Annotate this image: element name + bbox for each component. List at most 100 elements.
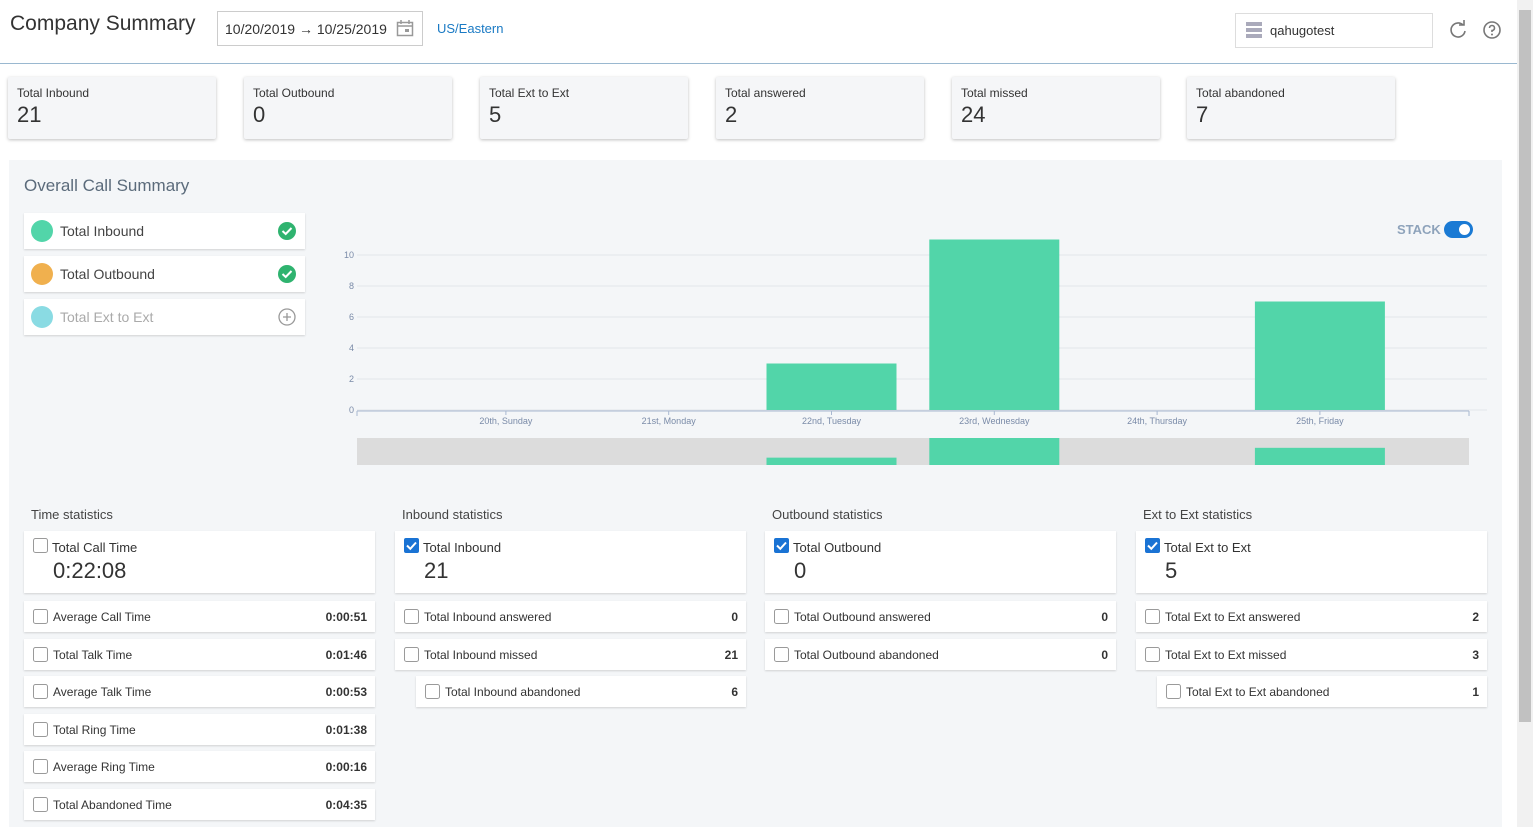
- calendar-icon[interactable]: [396, 19, 414, 37]
- icon-check: [281, 227, 293, 236]
- stats-row-label: Total Inbound abandoned: [445, 685, 581, 699]
- icon-plus: [283, 313, 291, 321]
- legend-check[interactable]: [277, 264, 297, 284]
- account-name[interactable]: qahugotest: [1270, 23, 1335, 38]
- stats-title: Time statistics: [31, 507, 113, 522]
- legend-item[interactable]: [24, 256, 305, 292]
- stats-row: [416, 676, 746, 707]
- stats-row-value: 0: [1101, 647, 1108, 662]
- account-selector[interactable]: [1235, 13, 1433, 48]
- checkbox[interactable]: [33, 646, 48, 662]
- checkbox[interactable]: [33, 684, 48, 699]
- stats-row-label: Total Ext to Ext missed: [1165, 647, 1287, 662]
- stats-row: [395, 638, 746, 670]
- x-tick-label: 21st, Monday: [642, 416, 697, 426]
- stats-row-label: Average Call Time: [53, 610, 151, 624]
- checkbox[interactable]: [404, 538, 419, 553]
- checkbox[interactable]: [1145, 538, 1160, 553]
- checkbox[interactable]: [1166, 684, 1181, 699]
- legend-swatch: [31, 220, 53, 242]
- legend-label[interactable]: Total Outbound: [60, 266, 155, 282]
- stats-row: [24, 601, 375, 632]
- checkbox-box: [404, 609, 419, 624]
- icon-check: [281, 270, 293, 279]
- stats-row-label: Total Ring Time: [53, 722, 136, 737]
- summary-card: [1187, 77, 1395, 139]
- checkbox[interactable]: [33, 796, 48, 812]
- stats-row-label: Total Inbound missed: [424, 647, 538, 662]
- checkmark: [776, 541, 787, 551]
- checkbox[interactable]: [404, 609, 419, 624]
- stats-row-value: 0:01:38: [325, 722, 367, 737]
- legend-label[interactable]: Total Inbound: [60, 223, 145, 239]
- stats-row-label: Total Inbound answered: [424, 610, 552, 624]
- stack-label: STACK: [1397, 222, 1441, 237]
- checkbox-box: [774, 646, 789, 662]
- checkbox[interactable]: [33, 538, 48, 553]
- stats-row-label: Total Outbound answered: [794, 610, 931, 624]
- stats-row-value: 21: [724, 647, 738, 662]
- date-range[interactable]: 10/20/2019 → 10/25/2019: [225, 21, 387, 37]
- checkbox-box: [33, 646, 48, 662]
- timezone-link[interactable]: US/Eastern: [437, 21, 504, 36]
- checkbox[interactable]: [33, 609, 48, 624]
- x-tick-label: 22nd, Tuesday: [802, 416, 862, 426]
- stats-main-label: Total Inbound: [423, 540, 502, 555]
- checkbox[interactable]: [774, 646, 789, 662]
- date-range-picker[interactable]: [217, 11, 423, 46]
- stats-main-label: Total Outbound: [793, 540, 882, 555]
- x-tick-label: 20th, Sunday: [479, 416, 533, 426]
- stats-row-value: 0:04:35: [325, 797, 367, 812]
- stats-row: [24, 676, 375, 707]
- summary-card: [952, 77, 1160, 139]
- stats-row-label: Total Ext to Ext abandoned: [1186, 685, 1330, 699]
- stats-row-value: 2: [1472, 610, 1479, 624]
- bar: [766, 363, 897, 410]
- header-divider: [0, 63, 1517, 64]
- stats-row-value: 6: [731, 685, 738, 699]
- scrollbar-thumb[interactable]: [1519, 10, 1531, 722]
- stats-row: [24, 788, 375, 820]
- card-value: 2: [725, 102, 738, 127]
- stats-row-value: 1: [1472, 685, 1479, 699]
- checkbox[interactable]: [774, 538, 789, 553]
- stats-row-label: Total Ext to Ext answered: [1165, 610, 1301, 624]
- checkbox-box: [33, 759, 48, 774]
- bar: [1254, 301, 1385, 410]
- checkbox-box: [1166, 684, 1181, 699]
- legend-item[interactable]: [24, 213, 305, 249]
- checkbox[interactable]: [33, 721, 48, 737]
- checkbox-box: [774, 609, 789, 624]
- stack-toggle[interactable]: [1444, 221, 1473, 238]
- refresh-button[interactable]: [1448, 20, 1468, 40]
- checkbox[interactable]: [1145, 609, 1160, 624]
- summary-card: [716, 77, 924, 139]
- stats-row-label: Average Talk Time: [53, 685, 152, 699]
- card-label: Total missed: [961, 86, 1028, 100]
- stats-row-value: 0:01:46: [325, 647, 367, 662]
- checkbox[interactable]: [774, 609, 789, 624]
- checkmark: [406, 541, 417, 551]
- stats-row-value: 0:00:51: [325, 610, 367, 624]
- card-value: 24: [961, 102, 986, 127]
- legend-check[interactable]: [277, 221, 297, 241]
- checkbox[interactable]: [33, 759, 48, 774]
- checkbox[interactable]: [1145, 646, 1160, 662]
- legend-label[interactable]: Total Ext to Ext: [60, 309, 154, 325]
- checkbox[interactable]: [404, 646, 419, 662]
- x-tick-label: 23rd, Wednesday: [959, 416, 1030, 426]
- legend-item[interactable]: [24, 299, 305, 335]
- legend-add[interactable]: [277, 307, 297, 327]
- stats-row: [395, 601, 746, 632]
- stats-main-label: Total Ext to Ext: [1164, 540, 1251, 555]
- page-title: Company Summary: [10, 12, 196, 35]
- stats-main-box: [24, 531, 375, 593]
- card-value: 7: [1196, 102, 1209, 127]
- card-label: Total Inbound: [17, 86, 90, 100]
- checkbox-box: [33, 684, 48, 699]
- stats-row: [765, 638, 1116, 670]
- help-button[interactable]: [1482, 20, 1502, 40]
- card-value: 5: [489, 102, 502, 127]
- x-tick-label: 24th, Thursday: [1127, 416, 1187, 426]
- checkbox[interactable]: [425, 684, 440, 699]
